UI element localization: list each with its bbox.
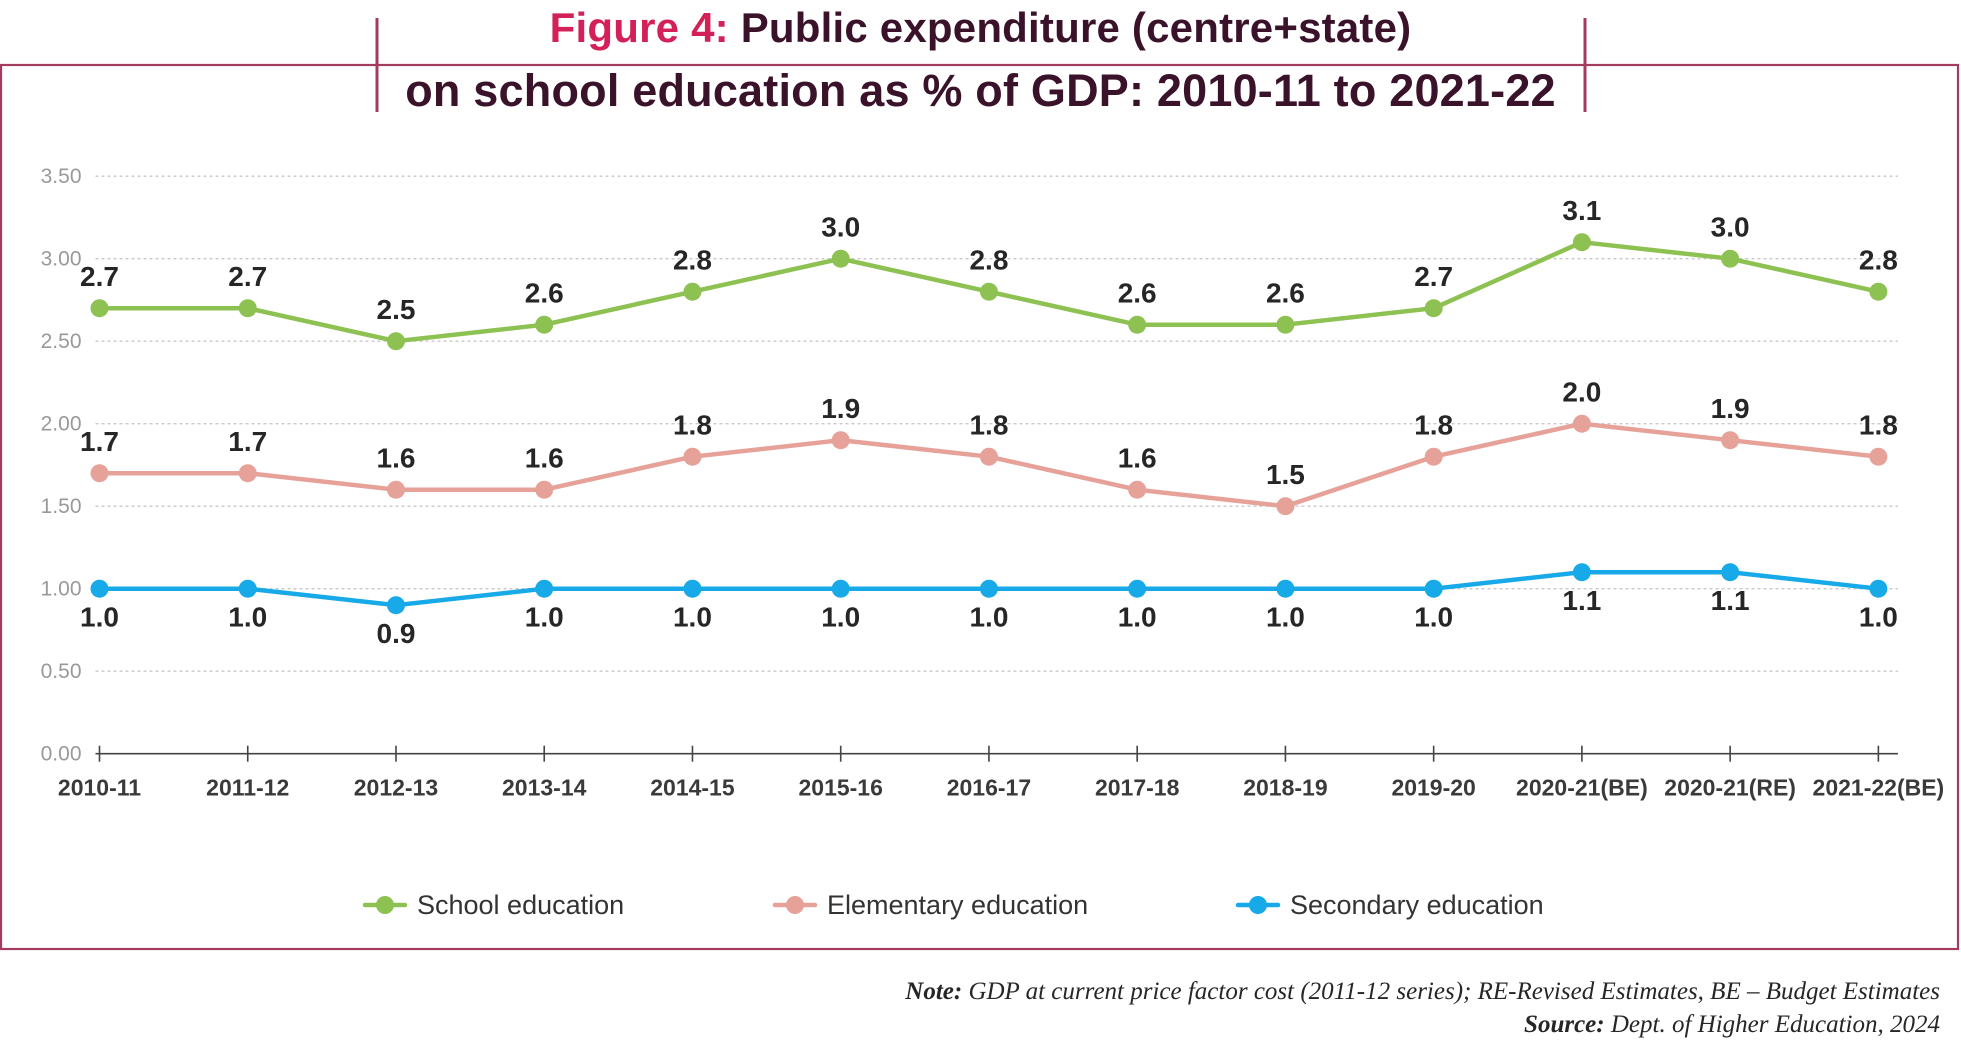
svg-text:Elementary education: Elementary education	[827, 890, 1088, 920]
svg-text:Secondary education: Secondary education	[1290, 890, 1544, 920]
svg-text:School education: School education	[417, 890, 624, 920]
